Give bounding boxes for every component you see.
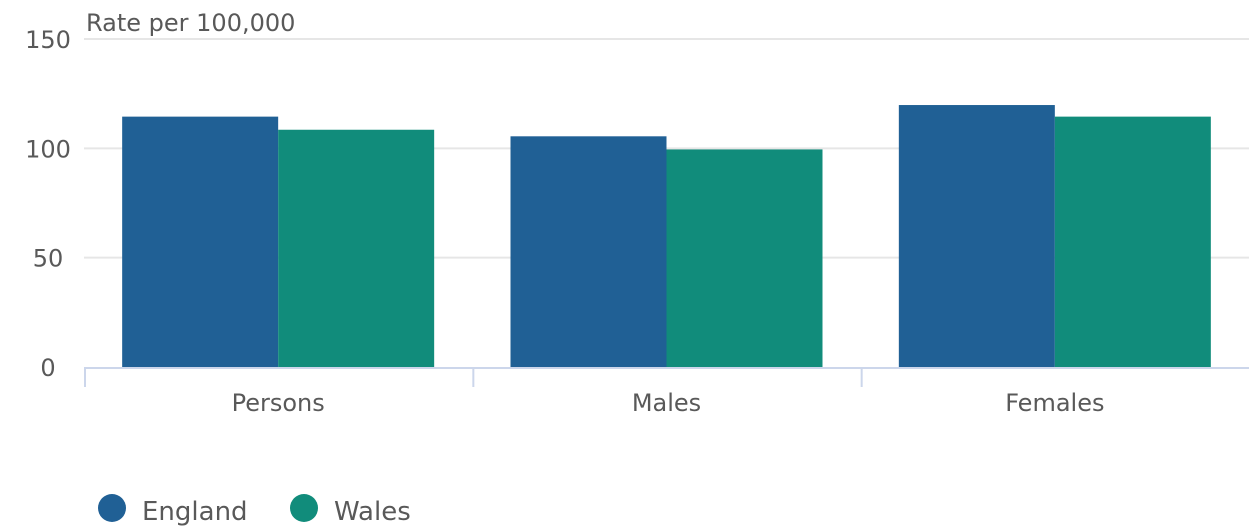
y-tick-label: 150: [25, 26, 71, 54]
y-tick-label: 0: [40, 354, 55, 382]
bar-wales-persons: [278, 129, 435, 367]
x-axis: Persons Males Females: [84, 367, 1249, 417]
bars: [122, 105, 1211, 368]
y-axis-label: Rate per 100,000: [86, 9, 295, 37]
legend: England Wales: [98, 494, 411, 527]
x-tick-label: Females: [1005, 389, 1104, 417]
bar-england-persons: [122, 116, 279, 367]
legend-label: Wales: [334, 497, 411, 527]
legend-marker: [290, 494, 318, 522]
bar-wales-males: [666, 149, 823, 367]
x-tick-label: Persons: [232, 389, 325, 417]
legend-label: England: [142, 497, 248, 527]
y-tick-label: 100: [25, 135, 71, 163]
legend-item-england[interactable]: England: [98, 494, 248, 527]
bar-england-females: [898, 105, 1055, 368]
y-axis-ticks: 0 50 100 150: [25, 26, 71, 382]
legend-item-wales[interactable]: Wales: [290, 494, 411, 527]
bar-england-males: [510, 136, 667, 367]
y-tick-label: 50: [33, 245, 64, 273]
bar-wales-females: [1054, 116, 1211, 367]
legend-marker: [98, 494, 126, 522]
x-tick-label: Males: [632, 389, 701, 417]
